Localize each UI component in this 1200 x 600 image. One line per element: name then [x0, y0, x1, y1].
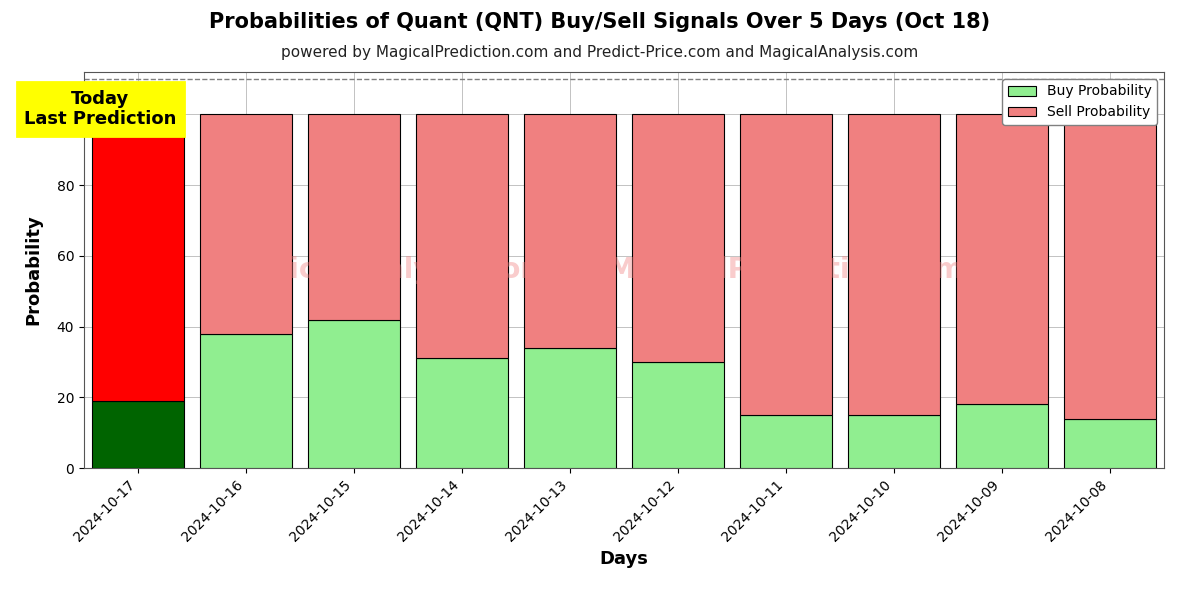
- Bar: [632, 362, 724, 468]
- Text: MagicalAnalysis.com: MagicalAnalysis.com: [223, 256, 550, 284]
- Bar: [956, 115, 1048, 404]
- Bar: [200, 334, 292, 468]
- Bar: [308, 319, 400, 468]
- Text: Probabilities of Quant (QNT) Buy/Sell Signals Over 5 Days (Oct 18): Probabilities of Quant (QNT) Buy/Sell Si…: [210, 12, 990, 32]
- Bar: [740, 115, 832, 415]
- X-axis label: Days: Days: [600, 550, 648, 568]
- Bar: [632, 115, 724, 362]
- Text: powered by MagicalPrediction.com and Predict-Price.com and MagicalAnalysis.com: powered by MagicalPrediction.com and Pre…: [281, 45, 919, 60]
- Bar: [848, 115, 940, 415]
- Bar: [740, 415, 832, 468]
- Legend: Buy Probability, Sell Probability: Buy Probability, Sell Probability: [1002, 79, 1157, 125]
- Bar: [416, 115, 508, 358]
- Text: Today
Last Prediction: Today Last Prediction: [24, 89, 176, 128]
- Bar: [524, 115, 616, 348]
- Bar: [1064, 419, 1156, 468]
- Bar: [956, 404, 1048, 468]
- Bar: [416, 358, 508, 468]
- Bar: [308, 115, 400, 319]
- Bar: [92, 115, 184, 401]
- Bar: [200, 115, 292, 334]
- Bar: [848, 415, 940, 468]
- Y-axis label: Probability: Probability: [24, 215, 42, 325]
- Bar: [92, 401, 184, 468]
- Text: MagicalPrediction.com: MagicalPrediction.com: [607, 256, 965, 284]
- Bar: [1064, 115, 1156, 419]
- Bar: [524, 348, 616, 468]
